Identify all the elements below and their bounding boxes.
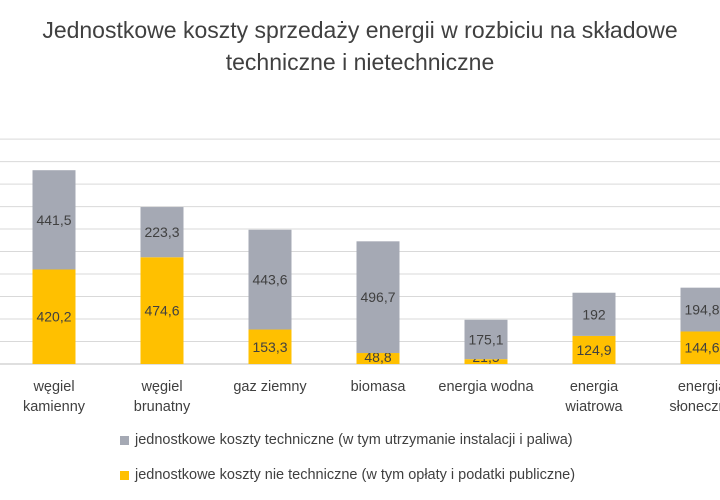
chart-title-line-1: Jednostkowe koszty sprzedaży energii w r… [42,17,678,43]
category-label: węgiel [32,379,74,395]
legend-label-technical: jednostkowe koszty techniczne (w tym utr… [135,432,573,448]
data-label: 153,3 [252,339,287,355]
data-label: 192 [582,306,606,322]
bar-segment-technical [464,319,508,360]
data-label: 443,6 [252,272,287,288]
category-label: energia [678,379,720,395]
category-label: węgiel [140,379,182,395]
legend-label-nontechnical: jednostkowe koszty nie techniczne (w tym… [135,467,576,483]
category-label: biomasa [351,379,407,395]
data-label: 194,8 [684,302,719,318]
data-label: 223,3 [144,224,179,240]
data-label: 420,2 [36,309,71,325]
data-label: 124,9 [576,342,611,358]
data-label: 441,5 [36,212,71,228]
legend-item-nontechnical: jednostkowe koszty nie techniczne (w tym… [120,467,575,483]
category-label: gaz ziemny [233,379,307,395]
bar-segment-nontechnical [32,269,76,364]
data-label: 175,1 [468,331,503,347]
category-label: energia wodna [438,379,534,395]
legend-item-technical: jednostkowe koszty techniczne (w tym utr… [120,432,573,448]
bar-segment-nontechnical [572,335,616,364]
bar-segment-nontechnical [680,331,720,364]
category-label: kamienny [23,399,86,415]
category-label: brunatny [134,399,191,415]
bar-segment-nontechnical [356,353,400,364]
bar-segment-nontechnical [464,359,508,364]
chart-title: Jednostkowe koszty sprzedaży energii w r… [0,14,720,78]
category-label: słoneczna [669,399,720,415]
category-label: wiatrowa [564,399,623,415]
legend-swatch-technical [120,435,129,445]
bar-segment-nontechnical [248,329,292,364]
data-label: 144,6 [684,340,719,356]
bar-segment-technical [140,207,184,258]
bar-segment-technical [248,229,292,330]
category-label: energia [570,379,619,395]
bar-segment-technical [356,241,400,354]
bar-segment-technical [572,292,616,336]
chart-title-line-2: techniczne i nietechniczne [225,49,495,75]
bar-segment-nontechnical [140,257,184,364]
bar-segment-technical [680,287,720,332]
data-label: 474,6 [144,303,179,319]
legend-swatch-nontechnical [120,470,129,480]
data-label: 496,7 [360,289,395,305]
bar-segment-technical [32,170,76,270]
